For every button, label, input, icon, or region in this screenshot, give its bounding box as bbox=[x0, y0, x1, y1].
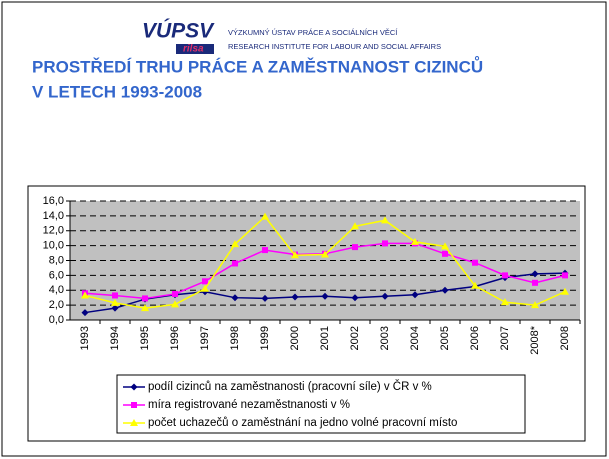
legend-label: počet uchazečů o zaměstnání na jedno vol… bbox=[148, 417, 457, 429]
data-point bbox=[501, 298, 509, 306]
legend bbox=[116, 374, 526, 434]
data-point bbox=[261, 294, 269, 302]
data-point bbox=[411, 291, 419, 299]
x-tick-label: 1999 bbox=[259, 326, 271, 350]
data-point bbox=[81, 309, 89, 317]
y-tick-label: 2,0 bbox=[49, 299, 64, 311]
data-point bbox=[172, 290, 178, 297]
title-line: PROSTŘEDÍ TRHU PRÁCE A ZAMĚSTNANOST CIZI… bbox=[32, 56, 483, 76]
x-tick-label: 2006 bbox=[469, 326, 481, 350]
data-point bbox=[381, 292, 389, 300]
data-point bbox=[141, 304, 149, 312]
data-point bbox=[261, 212, 269, 220]
x-tick-label: 1993 bbox=[79, 326, 91, 350]
y-tick-label: 4,0 bbox=[49, 284, 64, 296]
x-tick-label: 2008 bbox=[559, 326, 571, 350]
y-tick-label: 14,0 bbox=[43, 210, 64, 222]
data-point bbox=[351, 294, 359, 302]
data-point bbox=[411, 237, 419, 245]
x-tick-label: 1997 bbox=[199, 326, 211, 350]
data-point bbox=[352, 244, 358, 251]
data-point bbox=[471, 281, 479, 289]
data-point bbox=[531, 270, 539, 278]
data-point bbox=[321, 250, 329, 258]
data-point bbox=[202, 278, 208, 285]
data-point bbox=[142, 295, 148, 302]
data-point bbox=[532, 279, 538, 286]
x-tick-label: 2008* bbox=[529, 325, 541, 354]
y-tick-label: 12,0 bbox=[43, 225, 64, 237]
data-point bbox=[201, 284, 209, 292]
y-tick-label: 6,0 bbox=[49, 269, 64, 281]
data-point bbox=[382, 240, 388, 247]
x-tick-label: 2005 bbox=[439, 326, 451, 350]
data-point bbox=[111, 304, 119, 312]
data-point bbox=[531, 301, 539, 309]
x-tick-label: 1994 bbox=[109, 326, 121, 350]
legend-label: míra registrované nezaměstnanosti v % bbox=[148, 399, 350, 411]
legend-marker bbox=[131, 402, 137, 408]
data-point bbox=[441, 286, 449, 294]
data-point bbox=[81, 291, 89, 299]
legend-marker bbox=[130, 419, 138, 426]
data-point bbox=[111, 298, 119, 306]
x-tick-label: 2000 bbox=[289, 326, 301, 350]
data-point bbox=[291, 293, 299, 301]
x-tick-label: 2002 bbox=[349, 326, 361, 350]
x-tick-label: 2007 bbox=[499, 326, 511, 350]
data-point bbox=[231, 294, 239, 302]
data-point bbox=[561, 287, 569, 295]
data-point bbox=[231, 240, 239, 248]
x-tick-label: 2003 bbox=[379, 326, 391, 350]
data-point bbox=[472, 259, 478, 266]
data-point bbox=[442, 250, 448, 257]
data-point bbox=[562, 272, 568, 279]
logo-sub: rilsa bbox=[183, 44, 204, 55]
legend-marker bbox=[130, 383, 138, 391]
data-point bbox=[351, 222, 359, 230]
data-point bbox=[112, 292, 118, 299]
institute-cz: VÝZKUMNÝ ÚSTAV PRÁCE A SOCIÁLNÍCH VĚCÍ bbox=[228, 28, 398, 37]
legend-label: podíl cizinců na zaměstnanosti (pracovní… bbox=[148, 380, 432, 393]
y-tick-label: 0,0 bbox=[49, 314, 64, 326]
x-tick-label: 1996 bbox=[169, 326, 181, 350]
data-point bbox=[171, 300, 179, 308]
logo: VÚPSV bbox=[142, 19, 215, 43]
data-point bbox=[381, 216, 389, 224]
title-line: V LETECH 1993-2008 bbox=[32, 82, 202, 101]
data-point bbox=[291, 251, 299, 259]
institute-en: RESEARCH INSTITUTE FOR LABOUR AND SOCIAL… bbox=[228, 42, 441, 51]
x-tick-label: 1998 bbox=[229, 326, 241, 350]
y-tick-label: 8,0 bbox=[49, 254, 64, 266]
logo-bar bbox=[176, 44, 214, 54]
data-point bbox=[441, 242, 449, 250]
data-point bbox=[502, 272, 508, 279]
data-point bbox=[232, 260, 238, 267]
y-tick-label: 10,0 bbox=[43, 240, 64, 252]
x-tick-label: 2001 bbox=[319, 326, 331, 350]
x-tick-label: 1995 bbox=[139, 326, 151, 350]
y-tick-label: 16,0 bbox=[43, 195, 64, 207]
data-point bbox=[262, 247, 268, 254]
data-point bbox=[321, 292, 329, 300]
x-tick-label: 2004 bbox=[409, 326, 421, 350]
